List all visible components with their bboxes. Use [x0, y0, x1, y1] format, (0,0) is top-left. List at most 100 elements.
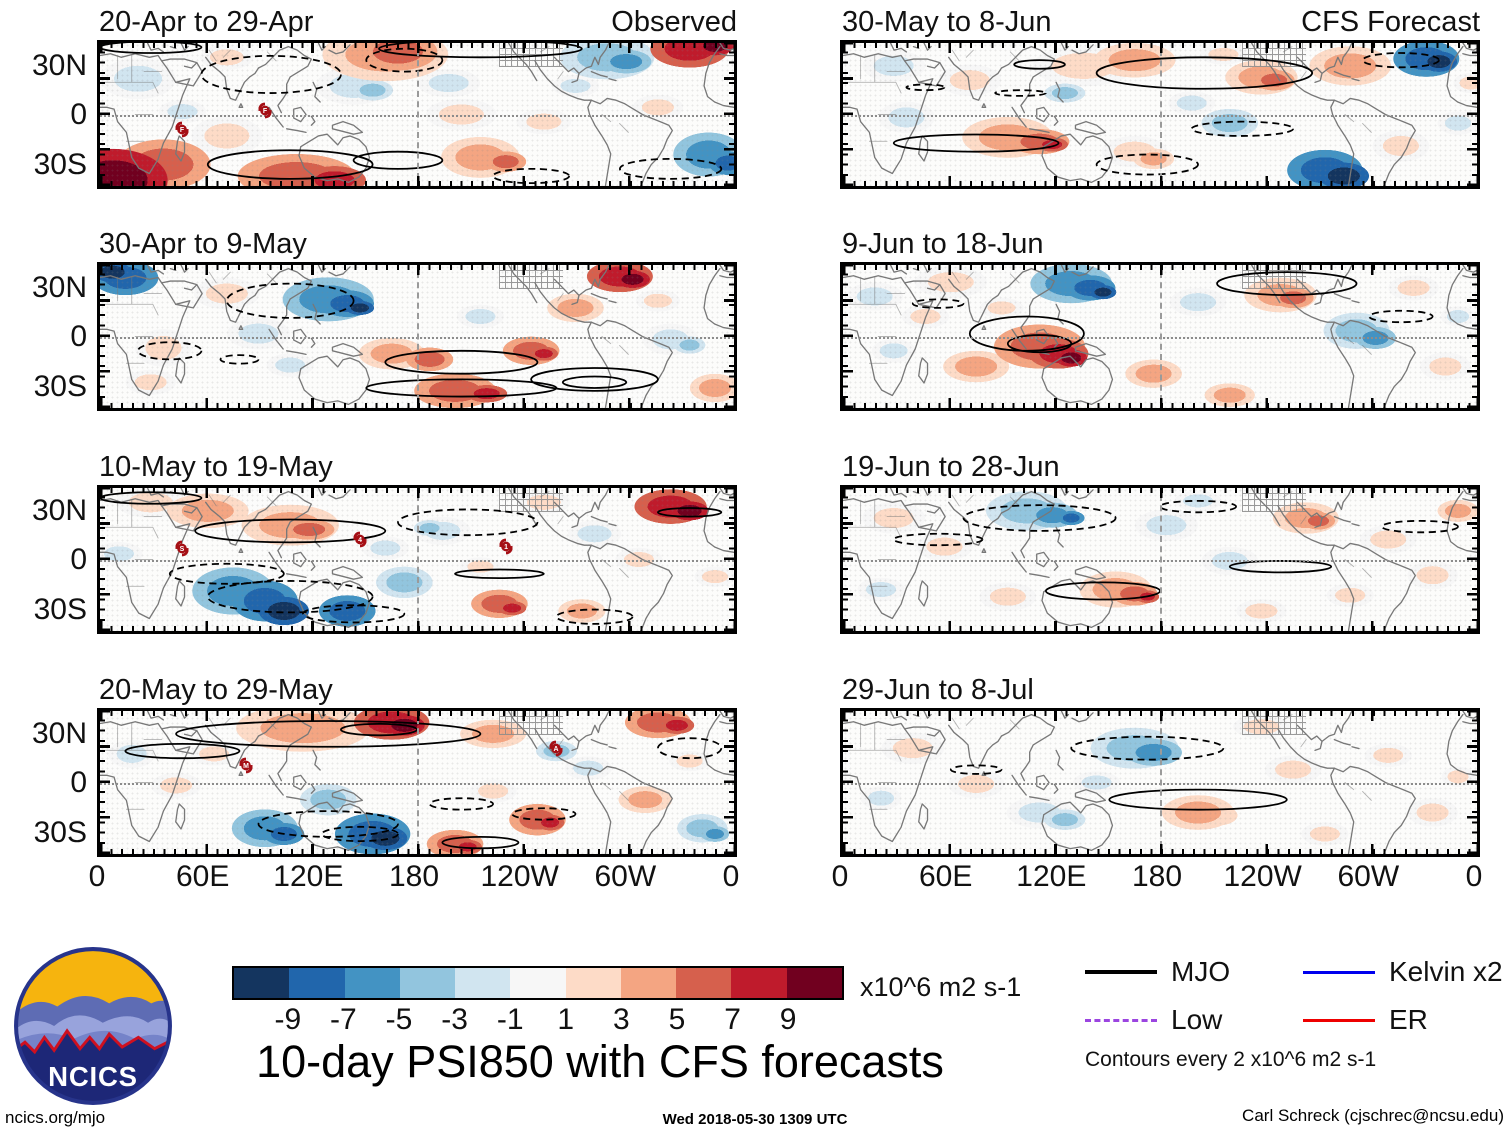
ticks-right	[724, 265, 734, 408]
legend-items: MJO Kelvin x2 Low ER	[1085, 956, 1510, 1036]
positive-wave-contour	[892, 133, 1060, 153]
negative-wave-contour	[257, 810, 399, 838]
ticks-right	[724, 43, 734, 186]
psi850-anomaly-map: S 4 1 30N 0 30S	[32, 485, 737, 634]
colorbar-tick-label: -5	[385, 1003, 413, 1036]
wave-contours	[124, 720, 723, 850]
wave-contours	[892, 52, 1440, 176]
y-axis-label: 0	[70, 319, 87, 353]
footer-url: ncics.org/mjo	[5, 1108, 106, 1127]
ticks-top	[843, 488, 1477, 498]
x-axis-label: 180	[388, 860, 440, 893]
y-axis-label: 30N	[31, 48, 87, 82]
tropical-cyclone-marker: 4	[353, 530, 367, 554]
panel-date-range: 10-May to 19-May	[99, 451, 333, 483]
legend-line-swatch	[1085, 1018, 1157, 1022]
positive-wave-contour	[1006, 334, 1073, 354]
hurricane-icon: A	[549, 740, 564, 757]
ticks-top	[100, 43, 734, 53]
map-panel: 29-Jun to 8-Jul	[840, 672, 1480, 857]
y-axis-label: 30S	[33, 147, 87, 181]
ticks-top	[843, 43, 1477, 53]
psi850-anomaly-map	[840, 485, 1480, 634]
panel-header: 10-May to 19-May	[97, 449, 737, 485]
ticks-left	[843, 43, 853, 186]
tropical-cyclone-marker: 1	[498, 537, 513, 561]
colorbar-cell	[344, 968, 400, 998]
negative-wave-contour	[137, 341, 203, 361]
panel-date-range: 19-Jun to 28-Jun	[842, 451, 1060, 483]
ticks-bottom	[100, 621, 734, 631]
positive-wave-contour	[1013, 59, 1066, 70]
ticks-left	[843, 488, 853, 631]
positive-wave-contour	[530, 367, 659, 392]
x-axis-label: 0	[722, 860, 740, 893]
coastlines-layer	[843, 43, 1477, 186]
ticks-bottom	[100, 176, 734, 186]
tropical-cyclone-marker: M	[239, 756, 253, 780]
colorbar-cell	[455, 968, 511, 998]
negative-wave-contour	[905, 83, 946, 92]
wave-legend: MJO Kelvin x2 Low ER Contours every 2 x10^6…	[1085, 956, 1510, 1072]
negative-wave-contour	[200, 54, 342, 94]
legend-item: Kelvin x2	[1303, 956, 1510, 988]
wave-contours	[892, 499, 1459, 601]
negative-wave-contour	[206, 580, 374, 614]
panel-header: 30-May to 8-Jun CFS Forecast	[840, 4, 1480, 40]
y-axis-label: 30S	[33, 815, 87, 849]
negative-wave-contour	[225, 282, 355, 319]
wave-contours	[137, 282, 659, 398]
dateline-gridline	[417, 50, 419, 179]
y-axis-label: 30N	[31, 493, 87, 527]
ticks-top	[843, 265, 1477, 275]
hurricane-icon: 4	[353, 531, 367, 548]
colorbar-tick-label: 9	[779, 1003, 797, 1036]
negative-wave-contour	[657, 737, 723, 760]
ticks-left	[100, 711, 110, 854]
tropical-cyclone-marker: F	[175, 120, 190, 144]
ticks-top	[100, 711, 734, 721]
positive-wave-contour	[454, 568, 545, 579]
positive-wave-contour	[657, 507, 723, 518]
ticks-right	[1467, 265, 1477, 408]
x-axis-label: 120E	[273, 860, 344, 893]
psi850-anomaly-map	[840, 708, 1480, 857]
tropical-cyclone-marker: S	[175, 539, 190, 563]
colorbar-tick-label: 3	[613, 1003, 630, 1036]
positive-wave-contour	[561, 375, 628, 389]
psi850-anomaly-map	[840, 40, 1480, 189]
dateline-gridline	[1160, 495, 1162, 624]
contour-interval-note: Contours every 2 x10^6 m2 s-1	[1085, 1048, 1377, 1071]
map-panel: 19-Jun to 28-Jun	[840, 449, 1480, 634]
ticks-bottom	[843, 844, 1477, 854]
colorbar-cell	[676, 968, 732, 998]
ticks-left	[100, 265, 110, 408]
ncics-logo: NCICS	[14, 947, 172, 1105]
colorbar-tick-label: 5	[668, 1003, 686, 1036]
ticks-left	[100, 488, 110, 631]
svg-text:F: F	[180, 127, 184, 134]
colorbar-cell	[786, 968, 842, 998]
coastlines-layer	[843, 265, 1477, 408]
x-axis-labels-row: 0 60E 120E 180 120W 60W 0	[832, 860, 1483, 902]
x-axis-label: 0	[1465, 860, 1483, 893]
figure-title: 10-day PSI850 with CFS forecasts	[256, 1036, 944, 1087]
positive-wave-contour	[384, 349, 539, 375]
panel-header: 29-Jun to 8-Jul	[840, 672, 1480, 708]
wave-contours	[100, 43, 723, 185]
negative-wave-contour	[428, 797, 494, 811]
legend-label: MJO	[1171, 956, 1231, 987]
x-axis-label: 0	[88, 860, 106, 893]
positive-wave-contour	[1108, 788, 1288, 811]
colorbar-tick-label: -7	[330, 1003, 357, 1036]
negative-wave-contour	[511, 807, 577, 821]
panel-header: 19-Jun to 28-Jun	[840, 449, 1480, 485]
panel-date-range: 9-Jun to 18-Jun	[842, 228, 1044, 260]
colorbar-tick-labels: -9 -7 -5 -3 -1 1 3 5 7 9	[260, 1003, 844, 1037]
negative-wave-contour	[1159, 499, 1237, 514]
legend-line-swatch	[1085, 970, 1157, 974]
positive-wave-contour	[206, 149, 374, 180]
dateline-gridline	[1160, 50, 1162, 179]
negative-wave-contour	[321, 825, 399, 843]
